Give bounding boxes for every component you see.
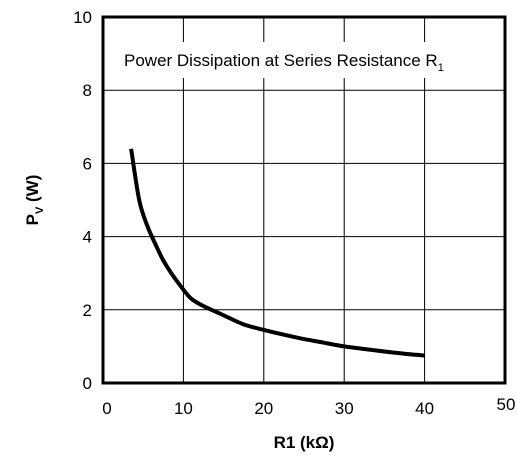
x-tick-labels: 0 10 20 30 40 50 <box>102 395 515 418</box>
y-tick-labels: 0 2 4 6 8 10 <box>73 8 92 393</box>
x-tick-label: 40 <box>415 399 434 418</box>
y-tick-label: 4 <box>83 228 92 247</box>
x-tick-label: 0 <box>102 399 111 418</box>
x-axis-label: R1 (kΩ) <box>274 433 335 452</box>
chart-title: Power Dissipation at Series Resistance R… <box>124 51 444 74</box>
y-tick-label: 0 <box>83 374 92 393</box>
x-tick-label: 10 <box>174 399 193 418</box>
y-tick-label: 10 <box>73 8 92 27</box>
power-curve-line <box>129 148 425 358</box>
y-tick-label: 8 <box>83 81 92 100</box>
title-box <box>116 42 488 78</box>
x-tick-label: 50 <box>497 395 516 414</box>
y-axis-label-unit: (W) <box>23 175 42 207</box>
y-tick-label: 6 <box>83 154 92 173</box>
series-layer <box>129 148 425 358</box>
y-axis-label: PV (W) <box>23 175 46 226</box>
y-tick-label: 2 <box>83 301 92 320</box>
x-tick-label: 30 <box>335 399 354 418</box>
plot-frame <box>101 15 507 385</box>
y-axis-label-subscript: V <box>34 206 46 214</box>
chart-title-subscript: 1 <box>438 62 444 74</box>
x-tick-label: 20 <box>254 399 273 418</box>
